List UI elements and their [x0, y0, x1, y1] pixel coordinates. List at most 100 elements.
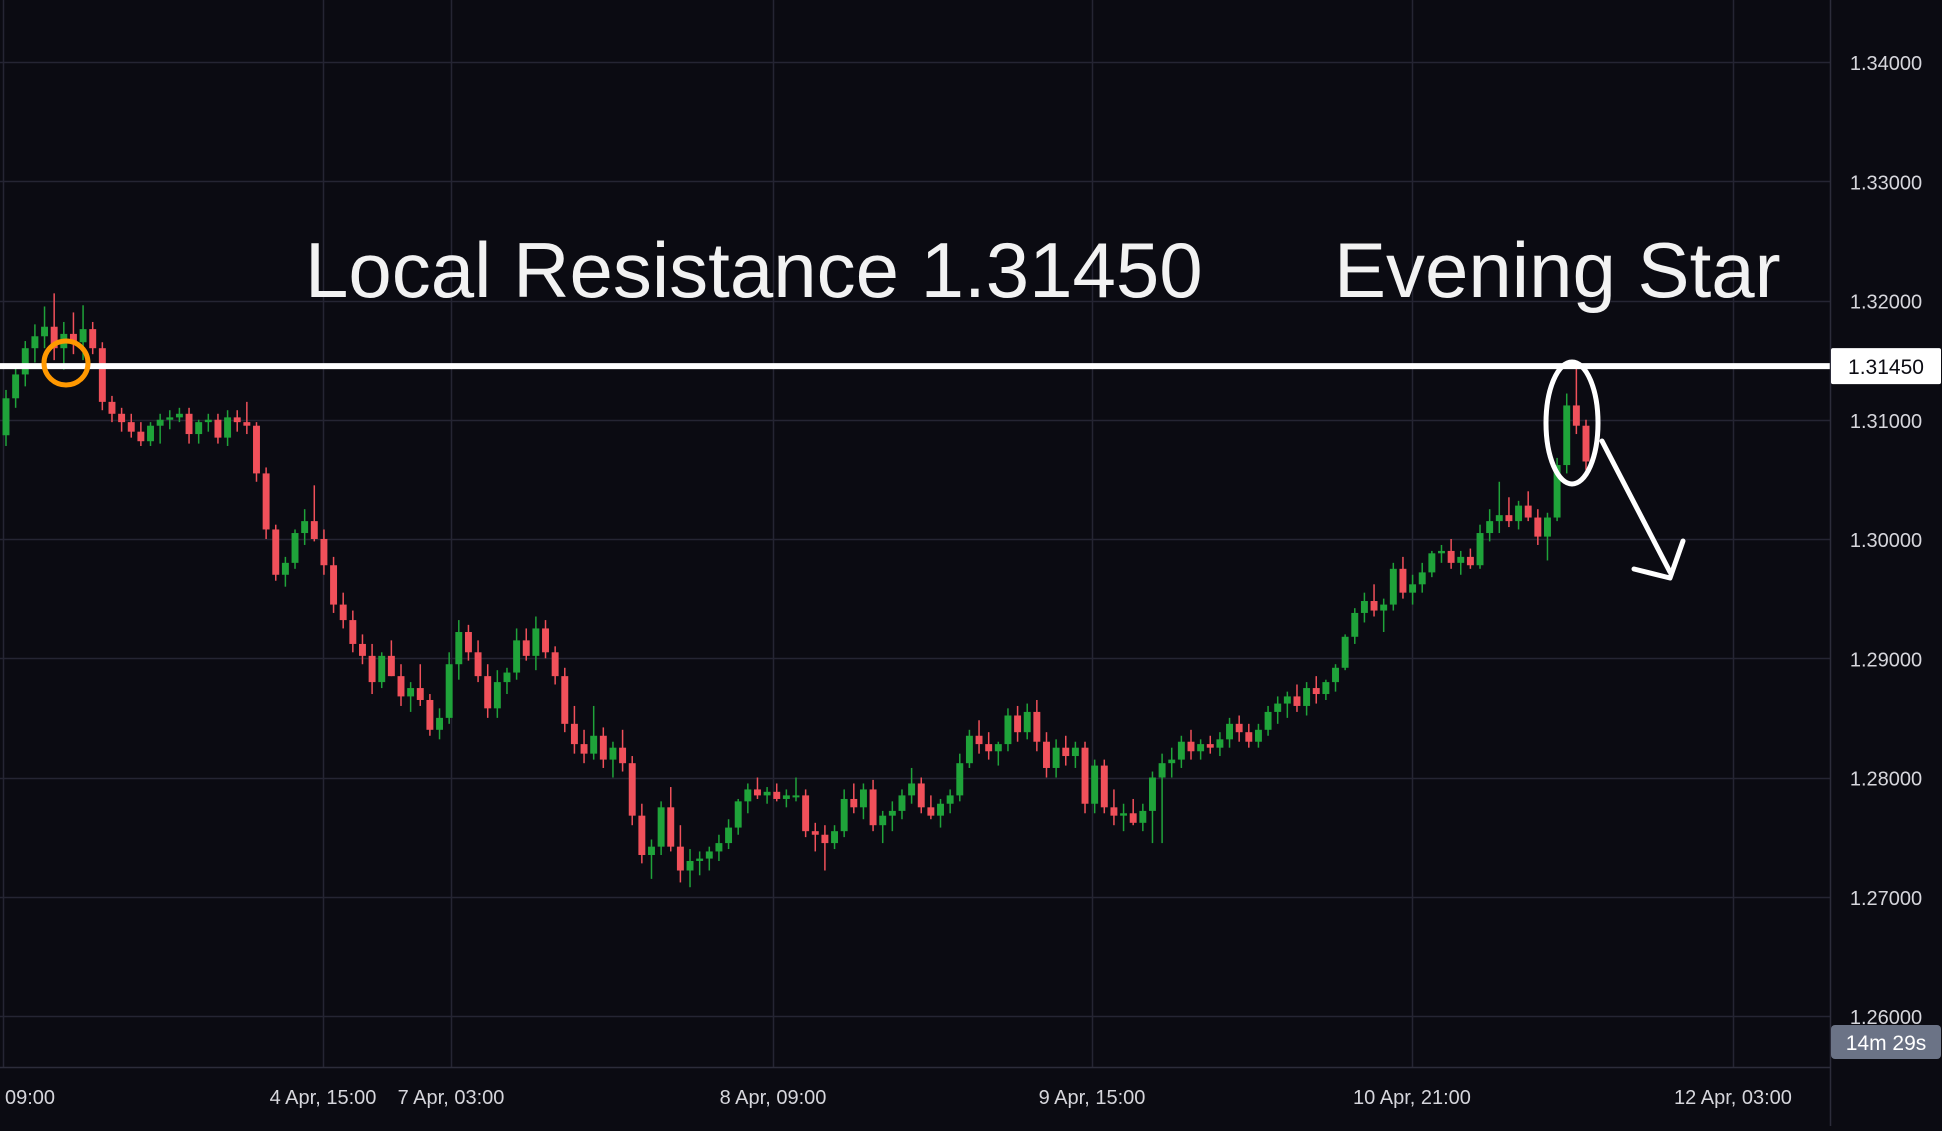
candle-bearish — [667, 787, 675, 852]
candle-bullish — [898, 789, 906, 820]
candle-body — [561, 676, 569, 724]
candle-bearish — [1187, 729, 1195, 760]
candle-bearish — [1466, 548, 1474, 569]
candle-bullish — [166, 410, 174, 430]
candle-bearish — [1245, 723, 1253, 748]
candle-body — [1129, 813, 1137, 823]
candle-bullish — [956, 753, 964, 802]
candle-bearish — [233, 410, 241, 432]
price-axis-tick-label: 1.28000 — [1850, 769, 1922, 791]
candle-body — [532, 628, 540, 656]
candle-bearish — [464, 624, 472, 661]
candle-bullish — [1177, 735, 1185, 768]
candle-body — [21, 348, 29, 375]
candle-body — [628, 763, 636, 816]
candle-bullish — [1476, 524, 1484, 569]
candle-body — [1071, 747, 1079, 757]
candle-bearish — [262, 467, 270, 539]
candle-bearish — [320, 529, 328, 575]
grid-lines — [0, 0, 1830, 1067]
candle-bullish — [12, 366, 20, 408]
candle-bullish — [1226, 717, 1234, 748]
candle-bullish — [1168, 747, 1176, 778]
candle-bearish — [243, 401, 251, 435]
candle-body — [667, 807, 675, 847]
candle-body — [416, 688, 424, 700]
candle-body — [1168, 759, 1176, 764]
candle-bullish — [831, 825, 839, 850]
candle-body — [166, 417, 174, 420]
candle-body — [1264, 711, 1272, 730]
candle-body — [1245, 732, 1253, 742]
candle-bullish — [888, 801, 896, 832]
candle-bullish — [946, 789, 954, 814]
time-axis-tick-label: 4 Apr, 15:00 — [270, 1087, 377, 1109]
candle-body — [1332, 667, 1339, 683]
candle-bearish — [927, 795, 935, 820]
candle-bearish — [310, 485, 318, 542]
candle-body — [1303, 688, 1311, 706]
candle-body — [927, 807, 935, 816]
candle-body — [2, 398, 10, 436]
candle-bullish — [455, 620, 463, 680]
candle-bullish — [378, 652, 386, 689]
candle-bullish — [1438, 544, 1445, 563]
candle-bullish — [908, 767, 916, 804]
candle-body — [763, 791, 771, 796]
candle-bearish — [551, 646, 559, 685]
price-axis[interactable]: 1.34000 1.33000 1.32000 1.31000 1.30000 1.290… — [1850, 53, 1922, 1029]
candle-bullish — [1071, 741, 1079, 768]
candle-body — [118, 413, 126, 423]
time-axis-tick-label: 8 Apr, 09:00 — [720, 1087, 827, 1109]
candle-bearish — [330, 556, 338, 613]
candle-body — [50, 326, 58, 349]
candle-bullish — [1341, 634, 1349, 671]
candle-bullish — [1322, 679, 1330, 700]
candle-body — [195, 422, 203, 435]
candle-body — [407, 688, 415, 697]
candle-body — [850, 798, 858, 808]
candle-body — [301, 521, 309, 534]
candle-bearish — [426, 694, 434, 736]
candle-bullish — [657, 801, 665, 856]
candle-bullish — [609, 741, 617, 778]
candle-body — [98, 348, 106, 402]
candle-body — [378, 655, 386, 683]
candle-body — [753, 789, 761, 796]
candle-bullish — [493, 670, 501, 718]
candle-body — [175, 413, 183, 418]
candle-bullish — [503, 667, 511, 695]
candle-body — [831, 831, 839, 844]
candle-body — [320, 539, 328, 566]
candle-bullish — [1486, 509, 1494, 542]
candle-bearish — [773, 783, 781, 802]
candle-bullish — [224, 410, 232, 446]
candle-bearish — [1014, 705, 1022, 742]
candle-body — [648, 846, 655, 856]
candle-body — [570, 723, 578, 745]
candle-body — [272, 529, 280, 575]
candle-body — [638, 815, 646, 856]
candle-body — [686, 860, 694, 871]
time-axis[interactable]: 09:00 4 Apr, 15:00 7 Apr, 03:00 8 Apr, 09:0… — [5, 1087, 1792, 1109]
countdown-background — [1831, 1025, 1941, 1059]
candle-bearish — [821, 825, 829, 871]
price-axis-tick-label: 1.33000 — [1850, 172, 1922, 194]
candle-body — [657, 807, 665, 847]
candle-body — [1062, 747, 1070, 757]
candle-body — [1023, 711, 1031, 733]
candle-bearish — [1235, 715, 1243, 742]
candle-body — [262, 473, 270, 530]
candle-bearish — [474, 640, 482, 683]
time-axis-tick-label: 12 Apr, 03:00 — [1674, 1087, 1792, 1109]
candle-body — [1177, 741, 1185, 760]
candle-body — [1283, 696, 1291, 704]
candle-bearish — [1447, 539, 1455, 569]
candle-body — [1380, 604, 1388, 611]
candle-bearish — [98, 342, 106, 411]
price-axis-tick-label: 1.29000 — [1850, 649, 1922, 671]
candle-bullish — [156, 413, 164, 444]
candle-bullish — [879, 810, 887, 844]
